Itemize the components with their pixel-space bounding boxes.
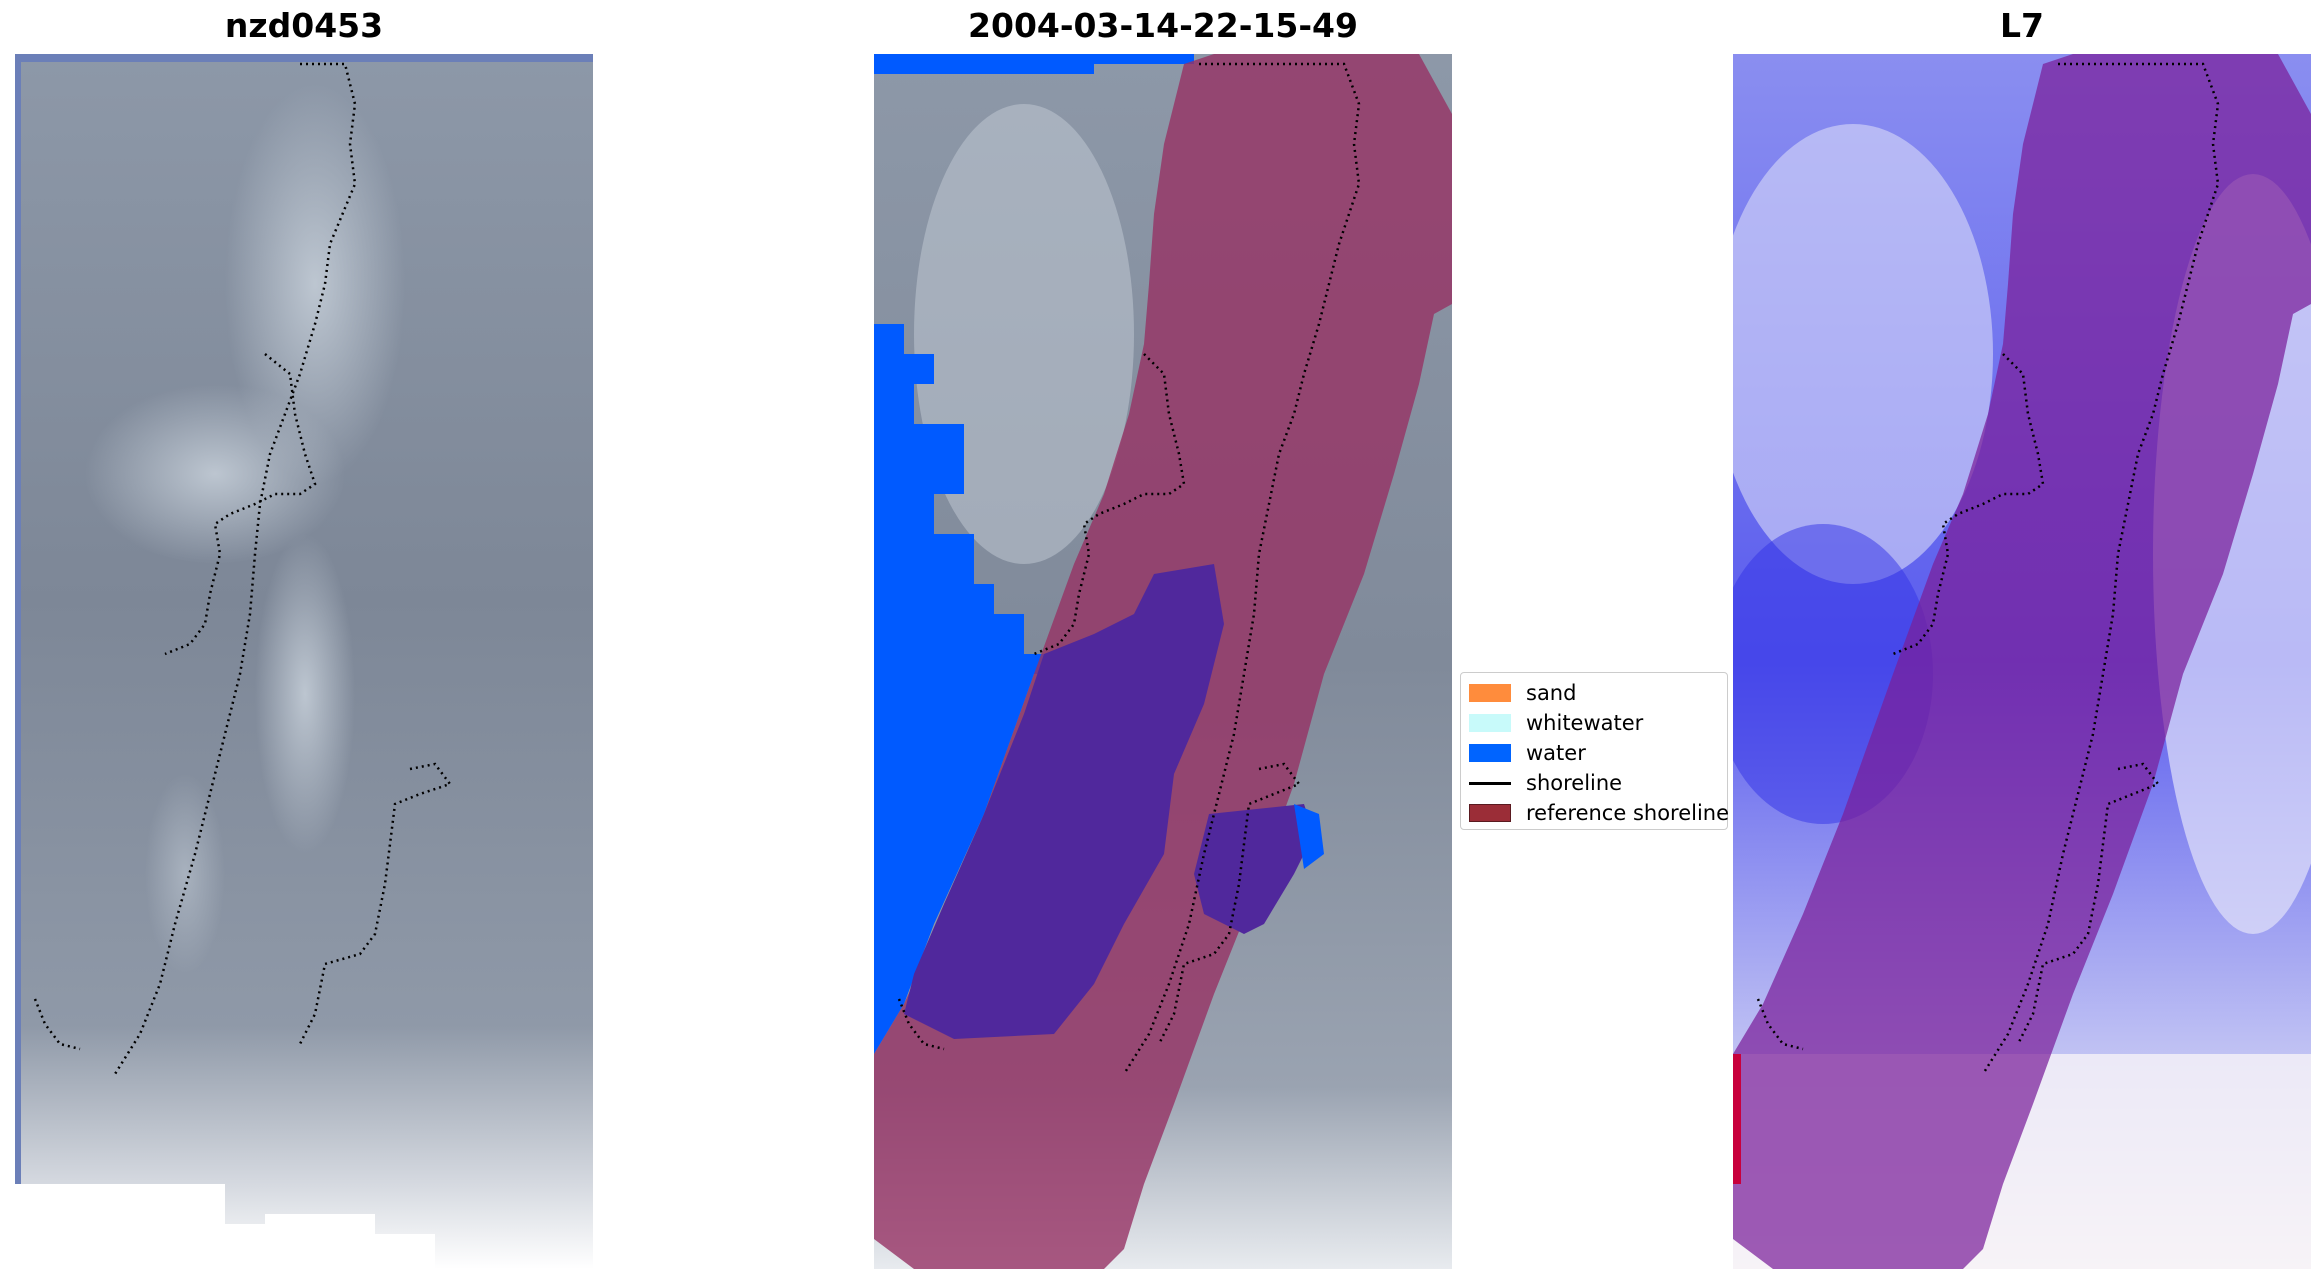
legend-item-shoreline: shoreline xyxy=(1469,771,1622,795)
panel-title-index: L7 xyxy=(2000,6,2044,45)
legend-label-reference-shoreline: reference shoreline xyxy=(1526,801,1730,825)
legend-item-water: water xyxy=(1469,741,1586,765)
legend-item-whitewater: whitewater xyxy=(1469,711,1643,735)
rgb-image xyxy=(15,54,593,1269)
reference-shoreline-swatch xyxy=(1469,804,1511,822)
panel-title-classified: 2004-03-14-22-15-49 xyxy=(968,6,1358,45)
index-image xyxy=(1733,54,2311,1269)
legend-label-sand: sand xyxy=(1526,681,1577,705)
legend-item-sand: sand xyxy=(1469,681,1576,705)
legend-label-whitewater: whitewater xyxy=(1526,711,1644,735)
classified-image xyxy=(874,54,1452,1269)
water-swatch xyxy=(1469,744,1511,762)
water-mask xyxy=(874,54,1194,1054)
legend-label-shoreline: shoreline xyxy=(1526,771,1623,795)
whitewater-swatch xyxy=(1469,714,1511,732)
shoreline-outline xyxy=(897,62,1361,1075)
water-buffer-overlap xyxy=(904,564,1224,1039)
shoreline-outline xyxy=(1756,62,2220,1075)
classified-image-panel xyxy=(874,54,1452,1269)
sand-swatch xyxy=(1469,684,1511,702)
legend: sand whitewater water shoreline referenc… xyxy=(1460,672,1729,830)
rgb-image-panel xyxy=(15,54,593,1269)
legend-label-water: water xyxy=(1526,741,1586,765)
reference-shoreline-buffer xyxy=(1733,54,2311,1269)
shoreline-line-swatch xyxy=(1469,781,1511,785)
legend-item-reference-shoreline: reference shoreline xyxy=(1469,801,1729,825)
shoreline-outline xyxy=(33,62,453,1075)
index-image-panel xyxy=(1733,54,2311,1269)
panel-title-rgb: nzd0453 xyxy=(224,6,384,45)
